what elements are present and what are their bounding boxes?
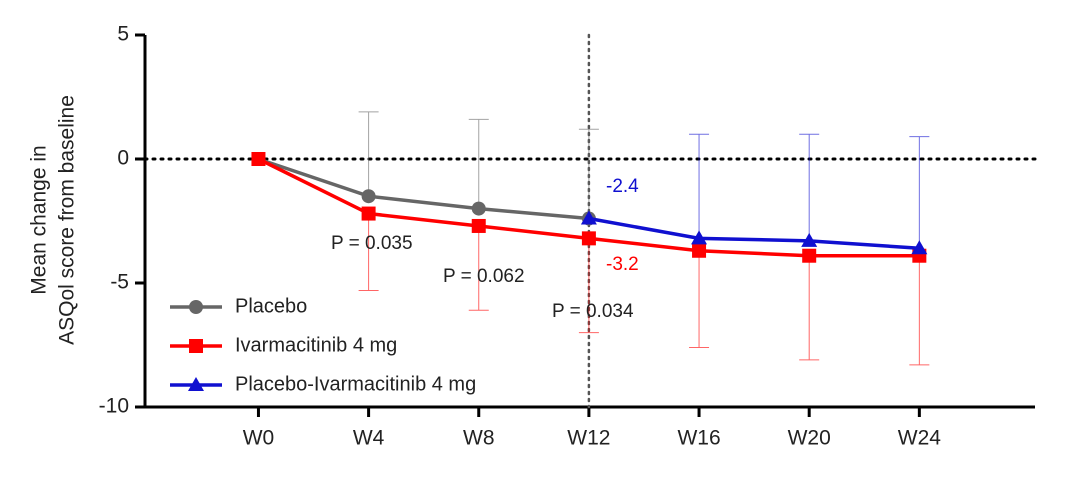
x-tick-label: W8 [463, 427, 495, 450]
error-bar [578, 238, 599, 334]
annotation: -3.2 [606, 254, 639, 275]
legend-label: Placebo-Ivarmacitinib 4 mg [235, 373, 476, 395]
error-bar [909, 255, 930, 366]
y-tick-label: -10 [99, 395, 129, 418]
marker [189, 339, 203, 353]
error-bar [468, 118, 489, 209]
x-tick-label: W20 [788, 427, 831, 450]
error-bar [909, 136, 930, 249]
error-bar [689, 133, 710, 239]
legend-label: Ivarmacitinib 4 mg [235, 334, 397, 356]
marker [188, 377, 204, 391]
series-line [257, 157, 590, 221]
marker [692, 243, 707, 258]
error-bar [468, 225, 489, 311]
y-tick-label: 0 [117, 147, 129, 170]
marker [801, 232, 818, 247]
x-tick-label: W0 [243, 427, 275, 450]
marker [802, 248, 817, 263]
marker [361, 189, 376, 204]
marker [691, 230, 708, 245]
error-bar [799, 255, 820, 361]
annotation: P = 0.035 [331, 233, 413, 254]
annotation: P = 0.062 [443, 266, 525, 287]
error-bar [689, 250, 710, 348]
y-axis-label: Mean change in [28, 145, 51, 294]
x-tick-label: W4 [353, 427, 385, 450]
marker [189, 300, 203, 314]
x-tick-label: W24 [898, 427, 942, 450]
x-tick-label: W16 [677, 427, 720, 450]
marker [581, 231, 596, 246]
x-tick-label: W12 [567, 427, 610, 450]
legend-label: Placebo [235, 295, 307, 317]
annotation: -2.4 [606, 176, 639, 197]
marker [361, 206, 376, 221]
annotation: P = 0.034 [552, 301, 634, 322]
series-line [588, 216, 920, 251]
y-tick-label: -5 [110, 271, 129, 294]
y-tick-label: 5 [117, 23, 129, 46]
error-bar [578, 128, 599, 219]
y-axis-label: ASQol score from baseline [56, 95, 79, 345]
error-bar [358, 111, 379, 197]
marker [580, 210, 597, 225]
error-bar [358, 213, 379, 291]
error-bar [799, 133, 820, 241]
marker [471, 201, 486, 216]
marker [251, 152, 266, 166]
marker [471, 218, 486, 233]
marker [911, 240, 928, 255]
